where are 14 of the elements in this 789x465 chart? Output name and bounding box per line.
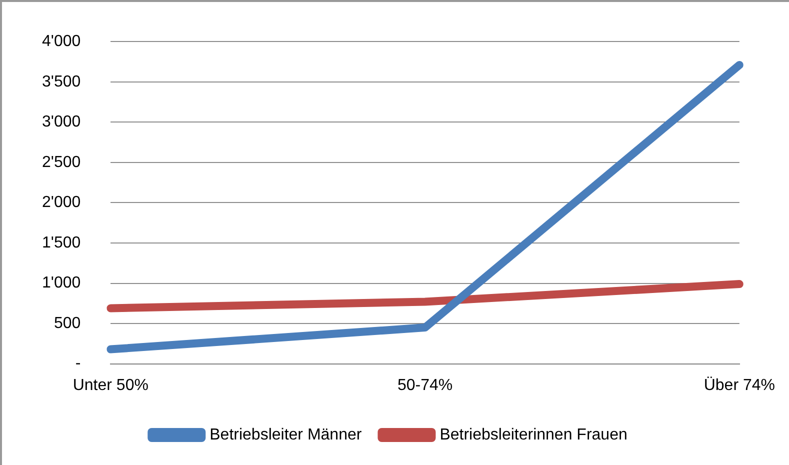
y-tick-label: 1'000 <box>42 274 81 292</box>
x-tick-label: Über 74% <box>704 376 776 394</box>
y-tick-label: 1'500 <box>42 234 81 252</box>
y-tick-label: 2'500 <box>42 154 81 171</box>
legend-label: Betriebsleiterinnen Frauen <box>440 426 628 444</box>
y-tick-label: 3'000 <box>42 114 81 131</box>
x-tick-label: 50-74% <box>397 376 453 394</box>
x-tick-label: Unter 50% <box>72 376 148 394</box>
y-tick-label: 4'000 <box>42 33 81 50</box>
y-tick-label: - <box>75 355 81 372</box>
y-tick-label: 500 <box>54 314 81 332</box>
legend-label: Betriebsleiter Männer <box>210 426 362 444</box>
y-tick-label: 3'500 <box>42 73 81 90</box>
y-tick-label: 2'000 <box>42 194 81 212</box>
